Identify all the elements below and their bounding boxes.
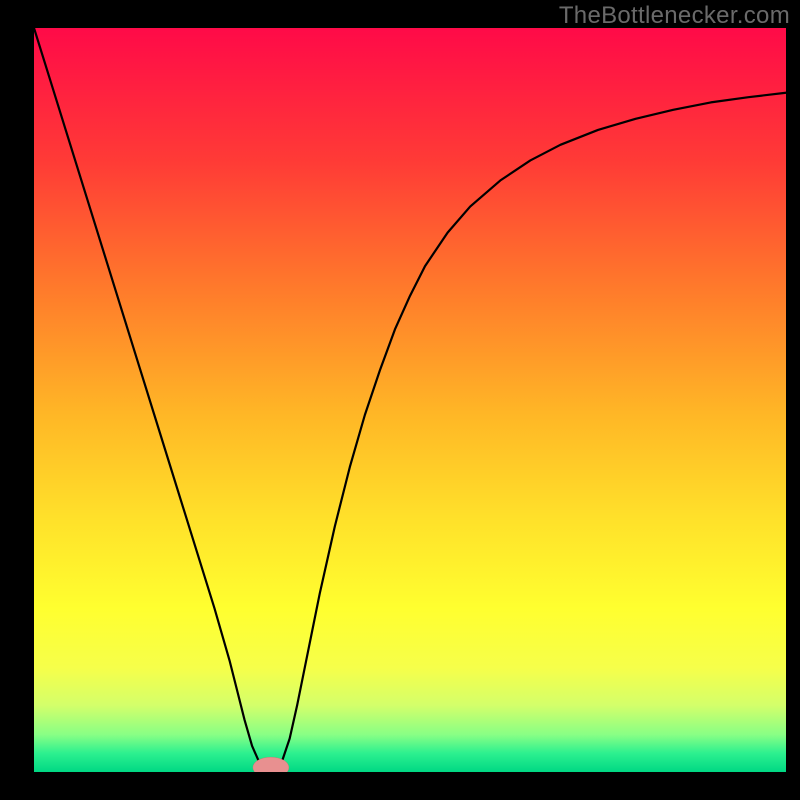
- gradient-background: [34, 28, 786, 772]
- plot-area: [34, 28, 786, 772]
- chart-frame: TheBottlenecker.com: [0, 0, 800, 800]
- plot-svg: [34, 28, 786, 772]
- watermark-text: TheBottlenecker.com: [559, 2, 790, 30]
